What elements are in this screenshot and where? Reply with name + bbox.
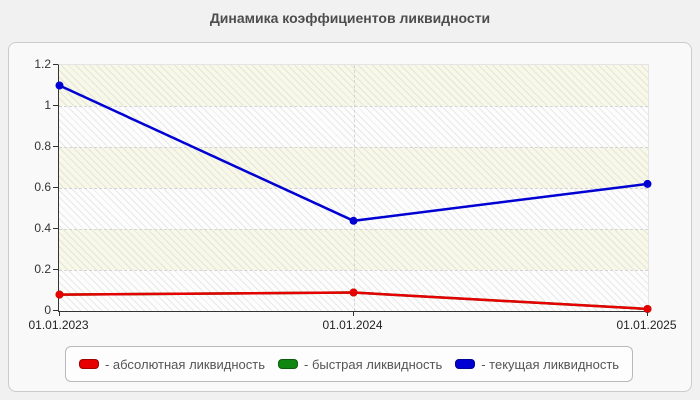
legend-item: - быстрая ликвидность bbox=[278, 357, 442, 372]
series-point-2 bbox=[349, 216, 358, 225]
series-point-0 bbox=[643, 304, 652, 313]
y-tick-label: 1 bbox=[44, 98, 51, 112]
y-tick-mark bbox=[53, 228, 58, 229]
series-point-2 bbox=[643, 179, 652, 188]
y-tick-label: 1.2 bbox=[34, 57, 51, 71]
horizontal-gridline bbox=[59, 106, 648, 107]
horizontal-gridline bbox=[59, 270, 648, 271]
series-point-0 bbox=[55, 290, 64, 299]
series-line-2 bbox=[58, 84, 648, 223]
plot-area bbox=[55, 64, 652, 313]
y-tick-mark bbox=[53, 146, 58, 147]
y-tick-mark bbox=[53, 105, 58, 106]
legend-item: - текущая ликвидность bbox=[455, 357, 619, 372]
horizontal-gridline bbox=[59, 229, 648, 230]
y-tick-mark bbox=[53, 187, 58, 188]
chart-title: Динамика коэффициентов ликвидности bbox=[209, 10, 491, 26]
y-tick-label: 0.2 bbox=[34, 262, 51, 276]
x-tick-label: 01.01.2025 bbox=[616, 318, 677, 332]
chart-panel: 0 0.2 0.4 0.6 0.8 1 1.2 01.01.2023 01.01.2024 01… bbox=[8, 42, 692, 392]
legend-item: - абсолютная ликвидность bbox=[78, 356, 265, 372]
legend-swatch bbox=[278, 359, 298, 369]
y-tick-label: 0.6 bbox=[34, 180, 51, 194]
x-tick-mark bbox=[58, 312, 60, 316]
x-tick-label: 01.01.2023 bbox=[28, 318, 89, 332]
y-tick-mark bbox=[53, 269, 58, 270]
series-point-2 bbox=[55, 81, 64, 90]
legend-swatch bbox=[78, 359, 99, 369]
legend: - абсолютная ликвидность - быстрая ликвид… bbox=[65, 346, 633, 382]
x-tick-mark bbox=[352, 312, 354, 316]
legend-item-label: - абсолютная ликвидность bbox=[104, 356, 265, 372]
y-tick-mark bbox=[53, 310, 58, 311]
x-tick-mark bbox=[646, 312, 648, 316]
series-point-0 bbox=[349, 288, 358, 297]
horizontal-gridline bbox=[59, 147, 648, 148]
y-tick-mark bbox=[53, 64, 58, 65]
legend-swatch bbox=[455, 359, 476, 369]
y-tick-label: 0 bbox=[44, 303, 51, 317]
legend-item-label: - текущая ликвидность bbox=[481, 356, 620, 372]
x-tick-label: 01.01.2024 bbox=[322, 318, 383, 332]
legend-item-label: - быстрая ликвидность bbox=[304, 356, 443, 372]
y-tick-label: 0.8 bbox=[34, 139, 51, 153]
horizontal-gridline bbox=[59, 188, 648, 189]
y-tick-label: 0.4 bbox=[34, 221, 51, 235]
line-chart bbox=[55, 81, 652, 313]
